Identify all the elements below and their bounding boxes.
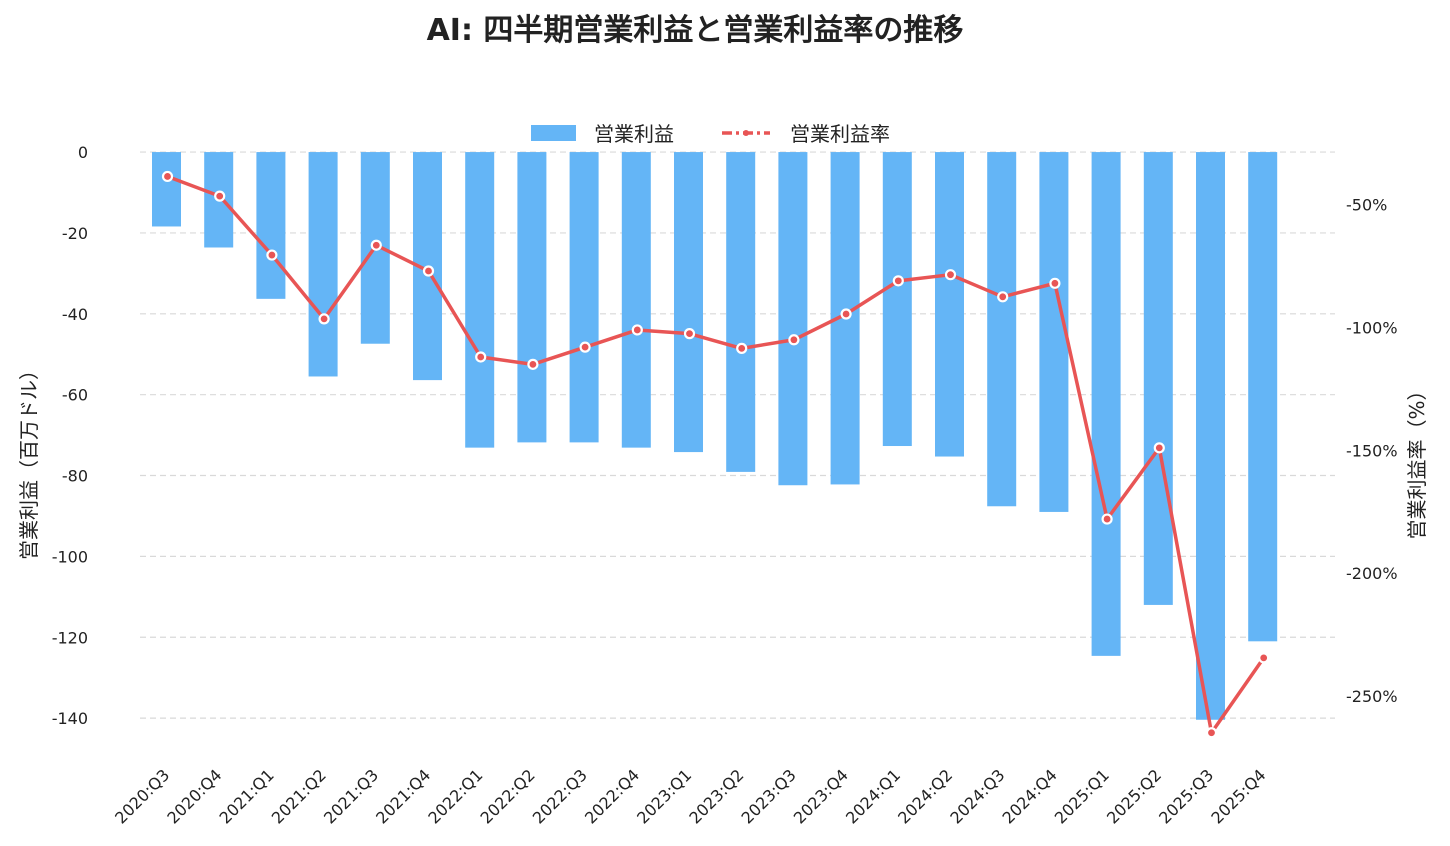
y-left-tick-label: -120 (52, 628, 88, 647)
line-point (370, 239, 382, 251)
x-tick-label: 2025:Q4 (1207, 765, 1269, 827)
bar (987, 152, 1017, 507)
grid-lines (140, 151, 1335, 719)
x-tick-label: 2023:Q3 (738, 765, 800, 827)
y-left-tick-label: -20 (62, 224, 88, 243)
x-tick-label: 2021:Q2 (268, 765, 330, 827)
bar (308, 152, 338, 377)
line-point (214, 190, 226, 202)
bar (674, 152, 703, 453)
x-tick-label: 2023:Q1 (633, 765, 695, 827)
bar (621, 152, 651, 448)
line-point (736, 342, 748, 354)
bar (1143, 152, 1173, 605)
y-right-tick-label: -200% (1346, 564, 1398, 583)
line-point (161, 170, 174, 183)
y-right-tick-label: -250% (1346, 687, 1398, 706)
legend-label-bar: 営業利益 (594, 122, 674, 146)
y-left-tick-label: -40 (62, 305, 88, 324)
chart-title: AI: 四半期営業利益と営業利益率の推移 (427, 13, 964, 48)
x-tick-label: 2023:Q2 (685, 765, 747, 827)
bar (1091, 152, 1121, 656)
y-right-tick-label: -100% (1346, 319, 1398, 338)
line-point (1101, 513, 1113, 525)
x-tick-label: 2021:Q3 (320, 765, 382, 827)
x-tick-label: 2024:Q2 (894, 765, 956, 827)
x-tick-label: 2025:Q3 (1155, 765, 1217, 827)
line-point (788, 334, 800, 346)
y-left-tick-label: -80 (62, 467, 88, 486)
line-point (527, 358, 539, 370)
line-point (683, 328, 696, 340)
legend: 営業利益 営業利益率 (531, 122, 890, 146)
bar-series (152, 152, 1278, 720)
line-point (944, 269, 957, 281)
bar (517, 152, 547, 443)
x-tick-label: 2024:Q4 (999, 765, 1061, 827)
line-point (631, 324, 643, 336)
line-point (997, 291, 1009, 303)
y-right-axis-label: 営業利益率（%） (1405, 380, 1429, 539)
x-tick-label: 2025:Q1 (1051, 765, 1113, 827)
y-left-ticks: 0 -20 -40 -60 -80 -100 -120 -140 (52, 143, 88, 728)
line-point (579, 341, 591, 353)
y-right-tick-label: -150% (1346, 441, 1398, 460)
line-series (161, 170, 1270, 739)
bar (1248, 152, 1278, 642)
y-left-tick-label: -140 (52, 709, 88, 728)
y-left-tick-label: -60 (62, 386, 88, 405)
line-point (892, 275, 904, 287)
legend-swatch-bar (531, 125, 576, 141)
x-tick-label: 2020:Q4 (163, 765, 225, 827)
x-tick-labels: 2020:Q32020:Q42021:Q12021:Q22021:Q32021:… (111, 765, 1269, 827)
y-right-ticks: -50% -100% -150% -200% -250% (1346, 196, 1398, 706)
line-point (1153, 442, 1165, 454)
line-point (1205, 727, 1218, 739)
line-point (266, 249, 278, 261)
bar (1039, 152, 1069, 512)
x-tick-label: 2023:Q4 (790, 765, 852, 827)
x-tick-label: 2021:Q1 (216, 765, 278, 827)
bar (465, 152, 495, 448)
line-point (318, 313, 330, 325)
bar (778, 152, 808, 486)
line-point (840, 308, 852, 320)
legend-swatch-marker (743, 130, 749, 136)
line-point (422, 265, 435, 277)
line-point (1258, 652, 1270, 664)
x-tick-label: 2025:Q2 (1103, 765, 1165, 827)
bar (569, 152, 599, 443)
legend-label-line: 営業利益率 (790, 122, 890, 146)
line-point (475, 351, 487, 363)
bar (726, 152, 756, 472)
y-left-tick-label: 0 (78, 143, 88, 162)
x-tick-label: 2022:Q2 (477, 765, 539, 827)
x-tick-label: 2022:Q4 (581, 765, 643, 827)
x-tick-label: 2021:Q4 (372, 765, 434, 827)
bar (1196, 152, 1225, 720)
x-tick-label: 2022:Q3 (529, 765, 591, 827)
line-point (1049, 277, 1061, 289)
y-right-tick-label: -50% (1346, 196, 1387, 215)
y-left-axis-label: 営業利益（百万ドル） (17, 360, 41, 560)
x-tick-label: 2024:Q1 (842, 765, 904, 827)
bar (152, 152, 181, 227)
bar (256, 152, 286, 299)
bar (882, 152, 912, 447)
line-path (165, 174, 1266, 735)
y-left-tick-label: -100 (52, 547, 88, 566)
bar (935, 152, 964, 457)
x-tick-label: 2022:Q1 (424, 765, 486, 827)
x-tick-label: 2020:Q3 (111, 765, 173, 827)
x-tick-label: 2024:Q3 (946, 765, 1008, 827)
